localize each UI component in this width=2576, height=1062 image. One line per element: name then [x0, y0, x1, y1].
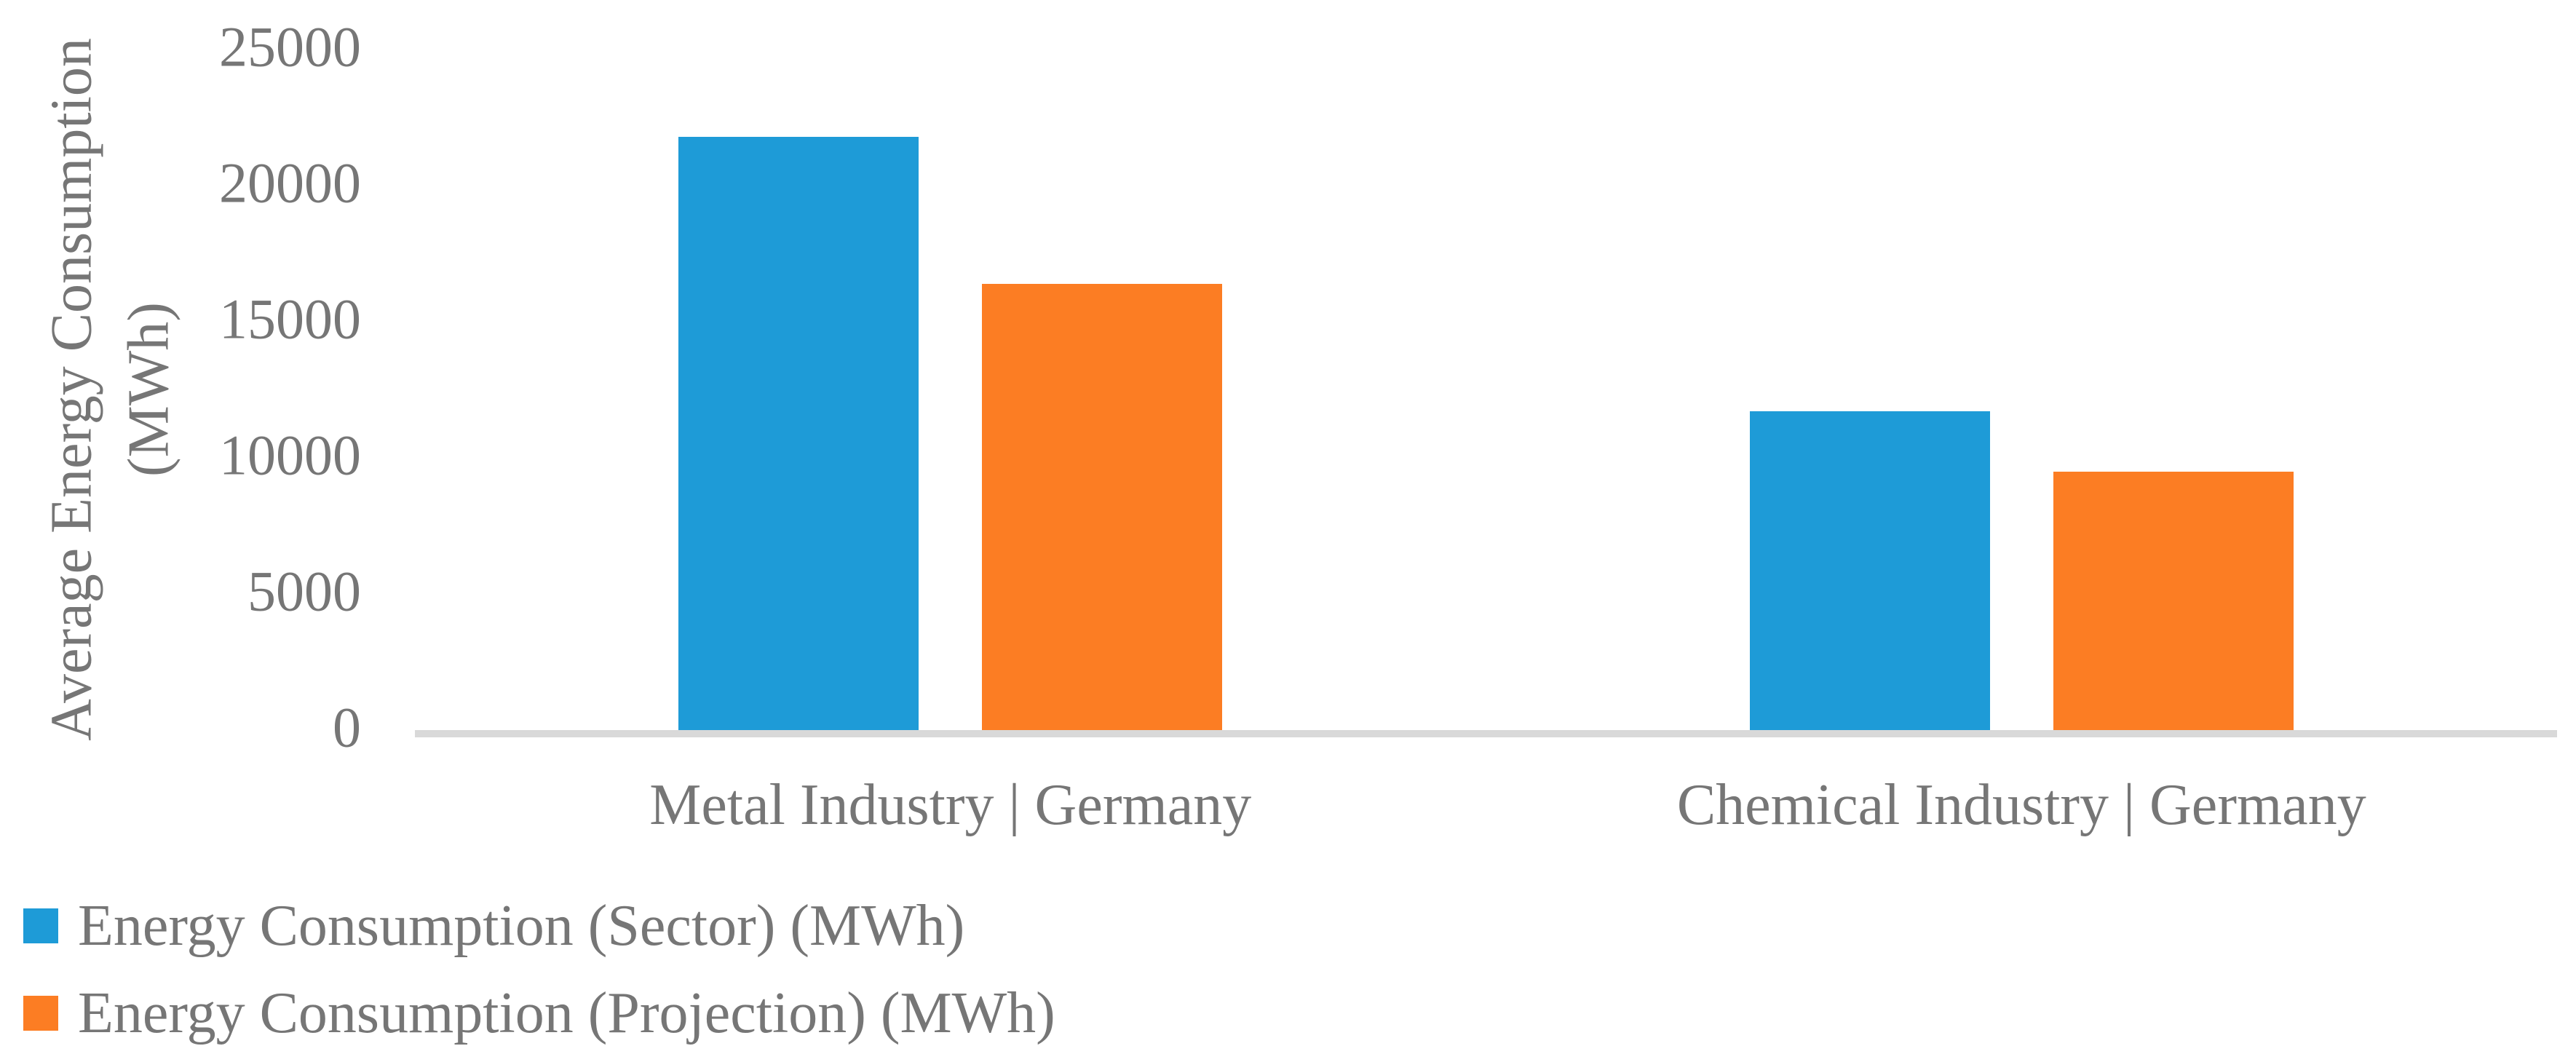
- y-tick-label: 10000: [219, 423, 361, 487]
- y-tick-label: 5000: [247, 559, 361, 623]
- legend-item-projection: Energy Consumption (Projection) (MWh): [23, 978, 1055, 1048]
- y-tick-label: 25000: [219, 15, 361, 79]
- legend-swatch-sector: [23, 908, 58, 943]
- y-tick-label: 15000: [219, 287, 361, 351]
- y-tick-label: 0: [333, 695, 361, 759]
- y-axis-title-line1: Average Energy Consumption: [39, 38, 104, 741]
- x-axis-line: [415, 730, 2557, 737]
- bar-projection-1: [2053, 471, 2294, 730]
- y-tick-label: 20000: [219, 151, 361, 215]
- legend-label-projection: Energy Consumption (Projection) (MWh): [78, 980, 1055, 1045]
- legend-label-sector: Energy Consumption (Sector) (MWh): [78, 893, 965, 958]
- bar-sector-1: [1749, 411, 1990, 730]
- bar-sector-0: [678, 136, 919, 730]
- legend-swatch-projection: [23, 996, 58, 1031]
- category-label-0: Metal Industry | Germany: [649, 773, 1252, 837]
- y-axis-title: Average Energy Consumption (MWh): [33, 38, 187, 741]
- legend-item-sector: Energy Consumption (Sector) (MWh): [23, 891, 964, 961]
- category-label-1: Chemical Industry | Germany: [1676, 773, 2366, 837]
- bar-projection-0: [982, 283, 1223, 730]
